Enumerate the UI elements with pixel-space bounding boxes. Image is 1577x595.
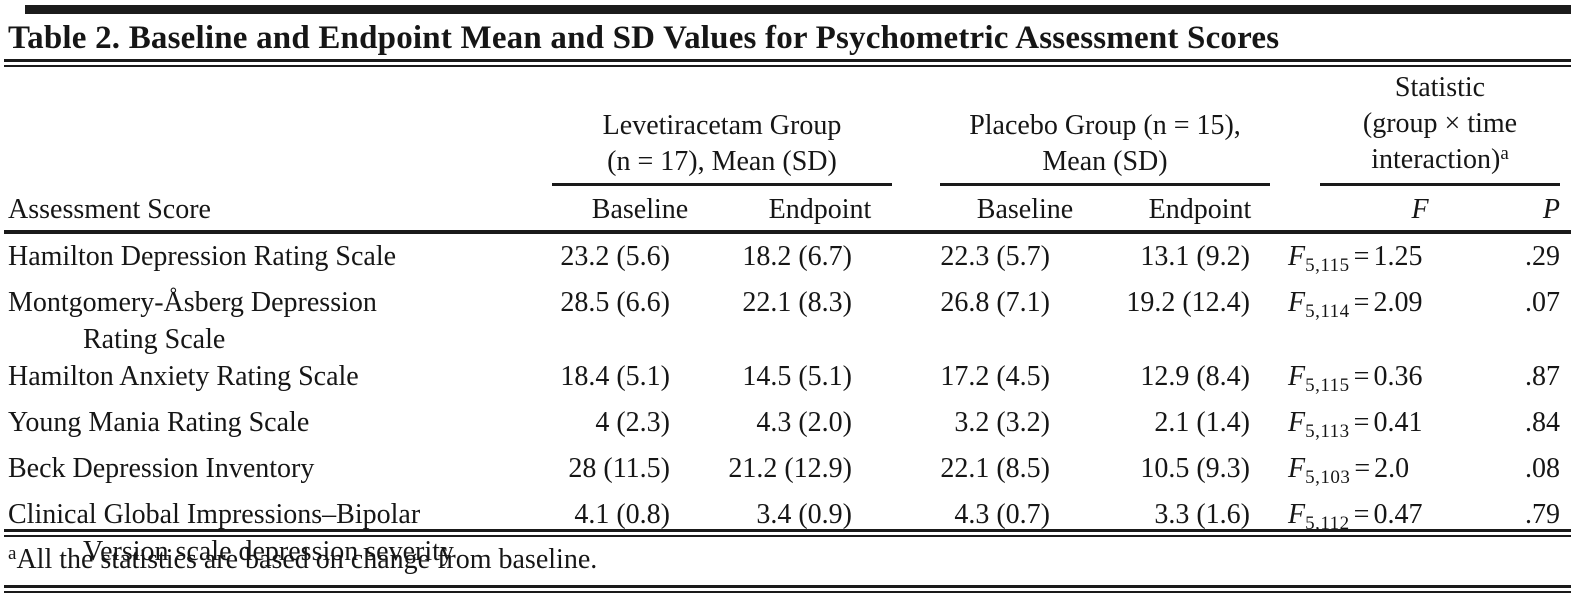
placebo-endpoint-value: 12.9 (8.4) xyxy=(1140,361,1250,392)
placebo-endpoint-value: 3.3 (1.6) xyxy=(1154,499,1250,530)
group-label-line3: interaction)a xyxy=(1371,143,1509,175)
table-footnote: aAll the statistics are based on change … xyxy=(8,541,597,578)
lev-endpoint-value: 3.4 (0.9) xyxy=(756,499,852,530)
lev-endpoint-value: 4.3 (2.0) xyxy=(756,407,852,438)
placebo-baseline-value: 22.3 (5.7) xyxy=(940,241,1050,272)
column-group-levetiracetam: Levetiracetam Group (n = 17), Mean (SD) xyxy=(552,108,892,180)
placebo-baseline-value: 3.2 (3.2) xyxy=(954,407,1050,438)
group-label-line1: Placebo Group (n = 15), xyxy=(969,110,1241,141)
top-border-bar xyxy=(25,5,1571,14)
placebo-endpoint-value: 13.1 (9.2) xyxy=(1140,241,1250,272)
lev-endpoint-value: 22.1 (8.3) xyxy=(742,287,852,318)
placebo-baseline-value: 22.1 (8.5) xyxy=(940,453,1050,484)
group-label-line1: Levetiracetam Group xyxy=(602,110,842,141)
group-label-line2: Mean (SD) xyxy=(1042,146,1168,177)
lev-baseline-value: 28.5 (6.6) xyxy=(560,287,670,318)
placebo-group-rule xyxy=(940,183,1270,186)
table-row-hamilton-depression: Hamilton Depression Rating Scale 23.2 (5… xyxy=(0,238,1577,284)
f-statistic-value: F5,115 = 0.36 xyxy=(1288,361,1423,396)
column-header-assessment-score: Assessment Score xyxy=(8,194,211,225)
assessment-name: Montgomery-Åsberg Depression Rating Scal… xyxy=(8,287,377,355)
lev-baseline-value: 23.2 (5.6) xyxy=(560,241,670,272)
lev-baseline-value: 28 (11.5) xyxy=(568,453,670,484)
column-header-p-value: P xyxy=(1542,194,1560,225)
table-row-beck-depression: Beck Depression Inventory 28 (11.5) 21.2… xyxy=(0,450,1577,496)
p-value: .87 xyxy=(1525,361,1560,392)
p-value: .07 xyxy=(1525,287,1560,318)
p-value: .84 xyxy=(1525,407,1560,438)
header-bottom-rule xyxy=(4,230,1571,234)
lev-baseline-value: 4.1 (0.8) xyxy=(574,499,670,530)
column-group-placebo: Placebo Group (n = 15), Mean (SD) xyxy=(940,108,1270,180)
bottom-border-rule xyxy=(4,585,1571,593)
group-label-line2: (n = 17), Mean (SD) xyxy=(607,146,837,177)
assessment-name: Young Mania Rating Scale xyxy=(8,407,310,438)
table-body: Hamilton Depression Rating Scale 23.2 (5… xyxy=(0,238,1577,570)
lev-baseline-value: 4 (2.3) xyxy=(595,407,670,438)
footnote-marker: a xyxy=(8,543,17,564)
footnote-marker-superscript: a xyxy=(1500,143,1509,164)
table-row-young-mania: Young Mania Rating Scale 4 (2.3) 4.3 (2.… xyxy=(0,404,1577,450)
column-header-lev-baseline: Baseline xyxy=(591,194,689,225)
column-group-statistic: Statistic (group × time interaction)a xyxy=(1320,70,1560,178)
column-header-f-statistic: F xyxy=(1411,194,1429,225)
footnote-text: All the statistics are based on change f… xyxy=(16,544,598,575)
assessment-name: Clinical Global Impressions–Bipolar Vers… xyxy=(8,499,454,567)
p-value: .29 xyxy=(1525,241,1560,272)
column-header-placebo-baseline: Baseline xyxy=(976,194,1074,225)
column-header-lev-endpoint: Endpoint xyxy=(768,194,872,225)
f-statistic-value: F5,103 = 2.0 xyxy=(1288,453,1410,488)
table-row-hamilton-anxiety: Hamilton Anxiety Rating Scale 18.4 (5.1)… xyxy=(0,358,1577,404)
placebo-baseline-value: 17.2 (4.5) xyxy=(940,361,1050,392)
statistic-group-rule xyxy=(1320,183,1560,186)
f-statistic-value: F5,115 = 1.25 xyxy=(1288,241,1423,276)
table-title: Table 2. Baseline and Endpoint Mean and … xyxy=(8,20,1280,56)
assessment-name: Beck Depression Inventory xyxy=(8,453,315,484)
group-label-line1: Statistic xyxy=(1394,72,1486,103)
f-statistic-value: F5,114 = 2.09 xyxy=(1288,287,1423,322)
placebo-baseline-value: 4.3 (0.7) xyxy=(954,499,1050,530)
f-statistic-value: F5,113 = 0.41 xyxy=(1288,407,1423,442)
assessment-name: Hamilton Depression Rating Scale xyxy=(8,241,397,272)
placebo-baseline-value: 26.8 (7.1) xyxy=(940,287,1050,318)
lev-endpoint-value: 21.2 (12.9) xyxy=(728,453,852,484)
group-label-line2: (group × time xyxy=(1362,108,1518,139)
levetiracetam-group-rule xyxy=(552,183,892,186)
p-value: .08 xyxy=(1525,453,1560,484)
table-row-cgi-bipolar: Clinical Global Impressions–Bipolar Vers… xyxy=(0,496,1577,570)
placebo-endpoint-value: 19.2 (12.4) xyxy=(1126,287,1250,318)
f-statistic-value: F5,112 = 0.47 xyxy=(1288,499,1423,534)
placebo-endpoint-value: 10.5 (9.3) xyxy=(1140,453,1250,484)
column-header-placebo-endpoint: Endpoint xyxy=(1148,194,1252,225)
placebo-endpoint-value: 2.1 (1.4) xyxy=(1154,407,1250,438)
assessment-name: Hamilton Anxiety Rating Scale xyxy=(8,361,359,392)
lev-endpoint-value: 18.2 (6.7) xyxy=(742,241,852,272)
lev-endpoint-value: 14.5 (5.1) xyxy=(742,361,852,392)
lev-baseline-value: 18.4 (5.1) xyxy=(560,361,670,392)
p-value: .79 xyxy=(1525,499,1560,530)
table-row-montgomery-asberg: Montgomery-Åsberg Depression Rating Scal… xyxy=(0,284,1577,358)
footnote-divider-rule xyxy=(4,529,1571,537)
title-divider-rule xyxy=(4,59,1571,67)
